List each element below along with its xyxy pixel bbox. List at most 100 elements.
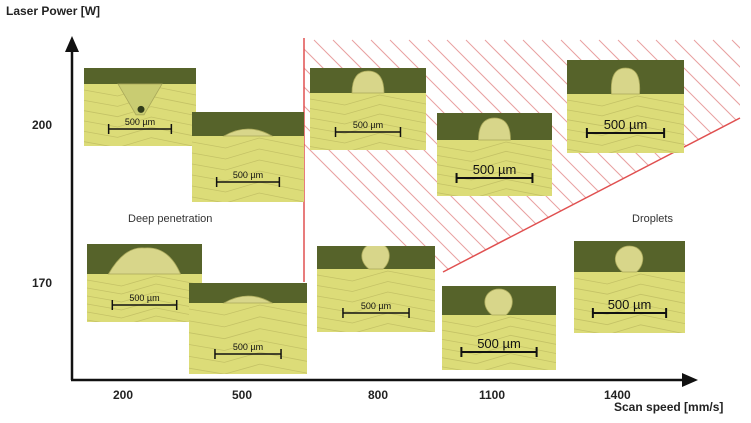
grain-boundary [574,324,683,333]
x-tick-500: 500 [232,388,253,402]
melt-bead [117,83,163,116]
substrate [189,303,307,374]
grain-boundary [574,314,685,326]
region-boundary-diagonal [442,117,741,273]
grain-boundary [567,95,684,107]
melt-bead [351,70,385,94]
hatch-line [304,39,460,281]
grain-boundary [189,351,307,363]
melt-bead [484,288,513,316]
grain-boundary [437,160,552,172]
hatch-line [655,39,740,281]
x-tick-800: 800 [368,388,389,402]
grain-boundary [567,125,684,136]
hatch-line [304,39,479,281]
hatch-line [304,39,441,281]
micrograph-image [189,283,307,374]
x-tick-1100: 1100 [479,388,506,402]
grain-boundary [442,344,556,355]
grain-boundary [317,291,435,303]
scale-bar-label: 500 µm [360,301,392,311]
scale-bar-label: 500 µm [477,336,521,351]
grain-boundary [442,334,556,346]
melt-bead [222,295,274,304]
hatch-line [712,39,740,281]
grain-boundary [189,363,307,374]
micrograph-image [442,286,556,370]
x-tick-1400: 1400 [604,388,631,402]
grain-boundary [310,113,426,125]
micrograph-image [87,244,202,322]
melt-bead [614,245,644,273]
substrate [574,272,685,333]
scale-bar-label: 500 µm [603,117,648,132]
scale-bar-label: 500 µm [472,162,517,177]
grain-boundary [87,315,189,322]
micrograph-image [317,246,435,332]
hatch-line [731,39,740,281]
melt-bead [361,246,390,270]
deep-penetration-label: Deep penetration [128,213,213,225]
micrograph-image [310,68,426,150]
grain-boundary [567,134,684,146]
micrograph-image [574,241,685,333]
y-axis-arrowhead [65,36,79,52]
grain-boundary [437,150,552,162]
grain-boundary [192,181,304,193]
grain-boundary [84,116,196,128]
grain-boundary [317,302,435,313]
grain-boundary [192,159,304,171]
micrograph-200w-800mms: 500 µm [310,68,426,150]
grain-boundary [310,132,426,144]
micrograph-170w-1400mms: 500 µm [574,241,685,333]
scale-bar-label: 500 µm [232,170,264,180]
micrograph-200w-200mms: 500 µm [84,68,196,146]
grain-boundary [567,115,684,127]
grain-boundary [567,144,681,153]
x-tick-200: 200 [113,388,134,402]
grain-boundary [192,170,304,182]
micrograph-170w-200mms: 500 µm [87,244,202,322]
micrograph-200w-1400mms: 500 µm [567,60,684,153]
y-axis-title: Laser Power [W] [6,4,101,18]
grain-boundary [87,275,202,287]
x-axis-arrowhead [682,373,698,387]
micrograph-200w-1100mms: 500 µm [437,113,552,196]
micrograph-image [84,68,196,146]
micrograph-image [437,113,552,196]
droplets-label: Droplets [632,213,673,225]
grain-boundary [437,178,552,190]
scale-bar-label: 500 µm [129,293,160,303]
grain-boundary [87,283,202,295]
substrate [87,274,202,322]
hatch-line [674,39,740,281]
x-axis-title: Scan speed [mm/s] [614,400,724,414]
substrate [317,269,435,332]
grain-boundary [189,304,307,316]
grain-boundary [84,126,196,138]
grain-boundary [317,270,435,282]
scale-bar-label: 500 µm [232,342,264,352]
grain-boundary [437,141,552,153]
grain-boundary [310,123,426,134]
grain-boundary [317,281,435,292]
substrate [567,94,684,153]
grain-boundary [574,283,685,295]
grain-boundary [574,304,685,315]
micrograph-image [567,60,684,153]
grain-boundary [87,307,202,319]
grain-boundary [317,323,435,332]
grain-boundary [317,312,435,324]
pore [137,105,145,113]
micrograph-200w-500mms: 500 µm [192,112,304,202]
grain-boundary [437,169,552,181]
micrograph-170w-1100mms: 500 µm [442,286,556,370]
grain-boundary [442,316,556,328]
grain-boundary [437,188,546,196]
grain-boundary [84,137,195,146]
hatch-line [693,39,740,281]
grain-boundary [310,104,426,115]
grain-boundary [442,325,556,337]
y-tick-200: 200 [32,118,53,132]
